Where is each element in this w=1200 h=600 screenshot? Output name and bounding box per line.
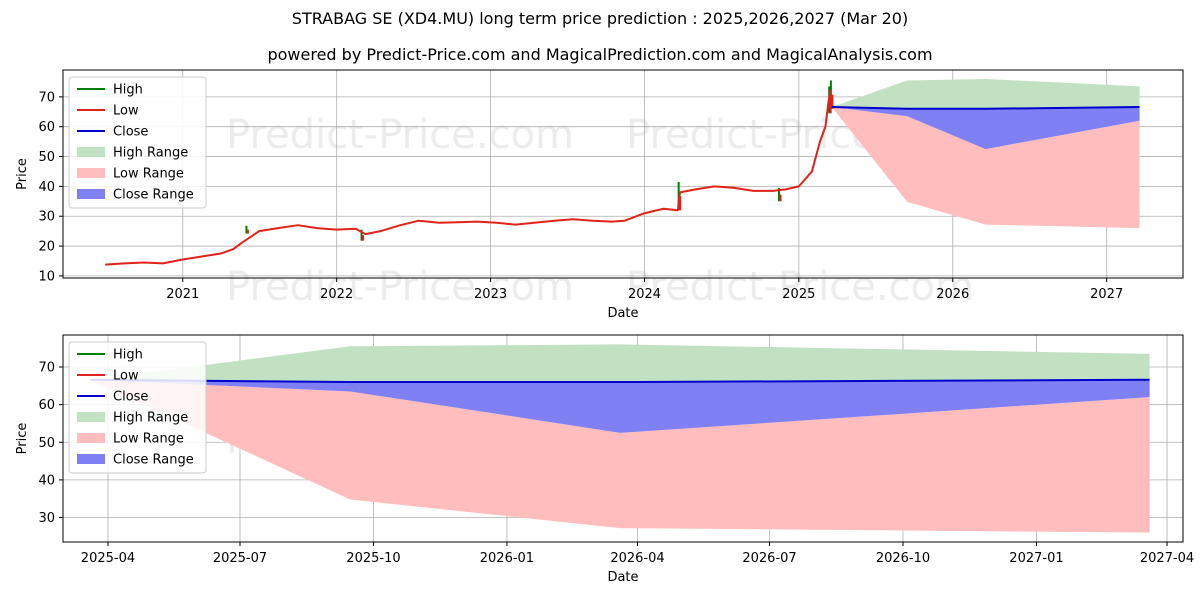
bottom-x-tick-label: 2027-01 <box>1009 551 1063 566</box>
bottom-legend-label: Close Range <box>113 453 194 468</box>
bottom-y-tick-label: 50 <box>38 436 55 451</box>
top-y-tick-label: 20 <box>38 240 55 255</box>
top-legend-label: Close <box>113 125 148 140</box>
bottom-x-axis-label: Date <box>607 570 638 585</box>
top-x-tick-label: 2027 <box>1090 287 1123 302</box>
top-x-tick-label: 2021 <box>166 287 199 302</box>
bottom-axes-frame <box>62 334 1184 543</box>
bottom-y-tick-label: 30 <box>38 511 55 526</box>
top-legend: High Low Close High Range Low Range Close Ran… <box>68 76 207 209</box>
top-y-tick-label: 50 <box>38 150 55 165</box>
top-plot-area <box>105 78 1140 266</box>
bottom-x-tick-label: 2026-04 <box>610 551 664 566</box>
top-x-tick-label: 2024 <box>628 287 661 302</box>
top-axes-frame <box>62 69 1184 279</box>
top-panel: Predict-Price.com Predict-Price.com Predic… <box>15 69 1184 321</box>
bottom-legend-label: High <box>113 348 143 363</box>
top-y-tick-label: 30 <box>38 210 55 225</box>
bottom-y-tick-label: 60 <box>38 398 55 413</box>
bottom-high-range-band <box>90 344 1150 383</box>
top-legend-label: Low Range <box>113 167 184 182</box>
bottom-legend-label: High Range <box>113 411 188 426</box>
bottom-x-tick-label: 2026-01 <box>480 551 534 566</box>
top-high-range-band <box>831 78 1140 109</box>
bottom-plot-area <box>90 344 1150 533</box>
top-legend-label: Close Range <box>113 188 194 203</box>
bottom-x-tick-label: 2025-07 <box>213 551 267 566</box>
bottom-y-tick-label: 70 <box>38 360 55 375</box>
bottom-x-tick-label: 2027-04 <box>1140 551 1194 566</box>
top-y-tick-label: 70 <box>38 90 55 105</box>
bottom-x-tick-label: 2025-04 <box>81 551 135 566</box>
chart-subtitle: powered by Predict-Price.com and Magical… <box>267 45 933 64</box>
top-y-axis-label: Price <box>15 158 30 190</box>
top-x-tick-label: 2022 <box>320 287 353 302</box>
bottom-legend-label: Low <box>113 369 139 384</box>
top-legend-swatch <box>77 189 105 199</box>
bottom-y-tick-label: 40 <box>38 473 55 488</box>
top-close-forecast-line <box>831 106 1140 110</box>
top-watermark-1-0: Predict-Price.com <box>226 264 574 310</box>
top-y-tick-label: 60 <box>38 120 55 135</box>
low-history-line <box>105 89 833 266</box>
top-watermark-0-0: Predict-Price.com <box>226 112 574 158</box>
bottom-close-range-band <box>90 379 1150 433</box>
top-watermark-1-1: Predict-Price.com <box>626 264 974 310</box>
top-legend-label: Low <box>113 104 139 119</box>
top-x-tick-label: 2026 <box>936 287 969 302</box>
top-legend-swatch <box>77 147 105 157</box>
top-x-tick-label: 2023 <box>474 287 507 302</box>
bottom-x-tick-label: 2025-10 <box>346 551 400 566</box>
bottom-panel: Predict-Price.comPredict-Price.com2025-0… <box>15 334 1194 585</box>
bottom-low-range-band <box>90 379 1150 533</box>
top-close-range-band <box>831 107 1140 150</box>
chart-title: STRABAG SE (XD4.MU) long term price pred… <box>291 9 909 28</box>
bottom-legend-swatch <box>77 412 105 422</box>
top-x-axis-label: Date <box>607 306 638 321</box>
bottom-x-tick-label: 2026-07 <box>742 551 796 566</box>
bottom-legend-swatch <box>77 454 105 464</box>
top-legend-label: High Range <box>113 146 188 161</box>
bottom-legend: High Low Close High Range Low Range Close Ran… <box>68 341 207 474</box>
bottom-x-tick-label: 2026-10 <box>876 551 930 566</box>
top-x-tick-label: 2025 <box>782 287 815 302</box>
bottom-legend-label: Close <box>113 390 148 405</box>
top-y-tick-label: 10 <box>38 269 55 284</box>
top-low-range-band <box>831 107 1140 229</box>
bottom-close-forecast-line <box>90 378 1150 384</box>
top-legend-swatch <box>77 168 105 178</box>
bottom-legend-swatch <box>77 433 105 443</box>
bottom-y-axis-label: Price <box>15 423 30 455</box>
bottom-legend-label: Low Range <box>113 432 184 447</box>
top-y-tick-label: 40 <box>38 180 55 195</box>
top-legend-label: High <box>113 83 143 98</box>
